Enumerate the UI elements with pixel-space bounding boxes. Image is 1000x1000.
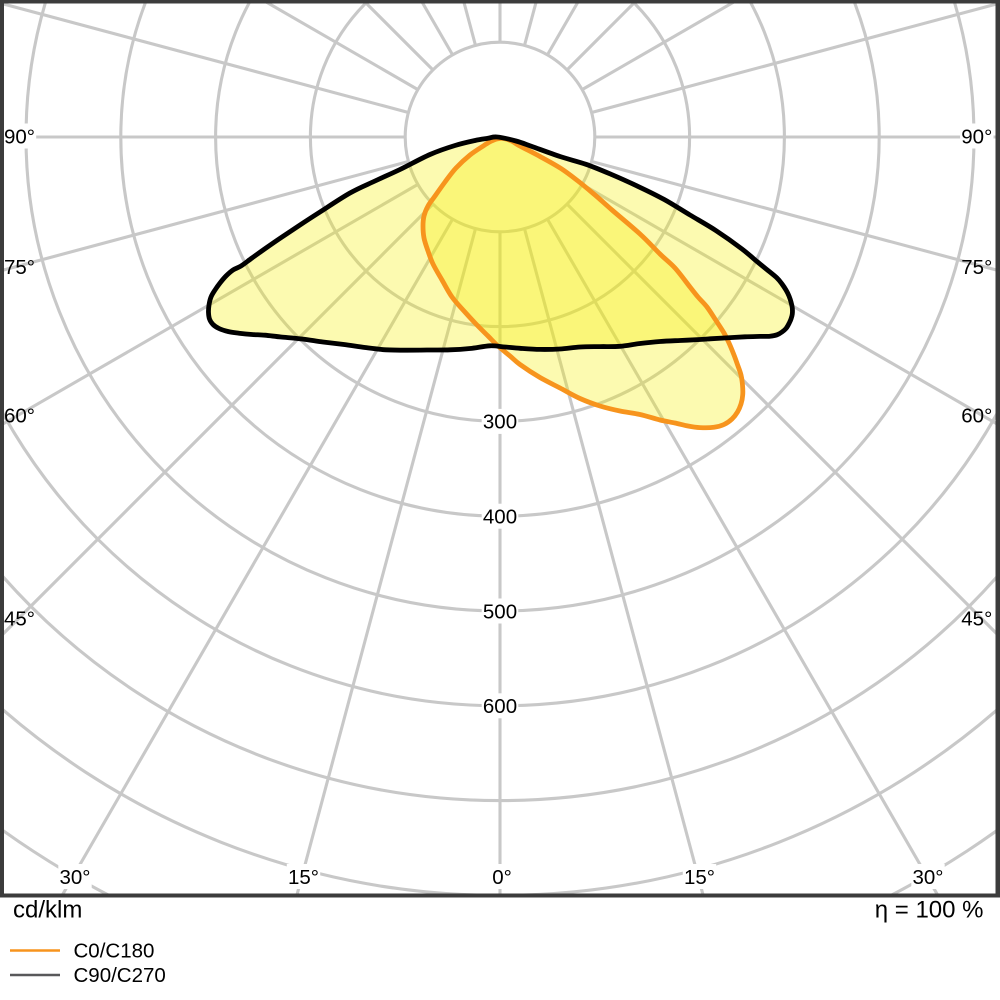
svg-text:500: 500 bbox=[483, 600, 517, 623]
svg-text:75°: 75° bbox=[961, 256, 992, 279]
svg-text:90°: 90° bbox=[4, 125, 35, 148]
svg-text:0°: 0° bbox=[492, 866, 512, 889]
svg-text:60°: 60° bbox=[4, 404, 35, 427]
svg-text:400: 400 bbox=[483, 506, 517, 529]
svg-text:30°: 30° bbox=[912, 866, 943, 889]
svg-text:300: 300 bbox=[483, 411, 517, 434]
svg-text:η = 100 %: η = 100 % bbox=[875, 897, 984, 924]
svg-text:60°: 60° bbox=[961, 404, 992, 427]
svg-text:15°: 15° bbox=[684, 866, 715, 889]
svg-text:90°: 90° bbox=[961, 125, 992, 148]
svg-text:C90/C270: C90/C270 bbox=[74, 964, 166, 987]
svg-text:45°: 45° bbox=[961, 607, 992, 630]
svg-text:75°: 75° bbox=[4, 256, 35, 279]
svg-text:30°: 30° bbox=[59, 866, 90, 889]
svg-text:C0/C180: C0/C180 bbox=[74, 940, 155, 963]
svg-text:15°: 15° bbox=[288, 866, 319, 889]
svg-text:45°: 45° bbox=[4, 607, 35, 630]
svg-text:600: 600 bbox=[483, 695, 517, 718]
svg-text:cd/klm: cd/klm bbox=[13, 897, 82, 924]
